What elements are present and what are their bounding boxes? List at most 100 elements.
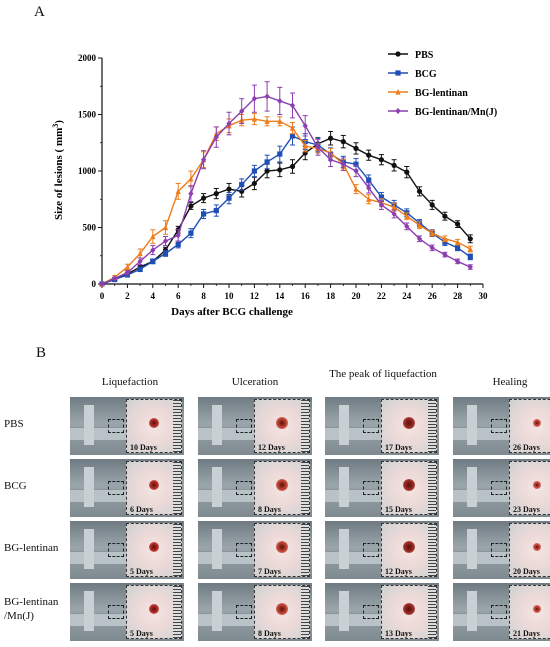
data-point xyxy=(213,207,219,214)
data-point xyxy=(395,51,401,57)
lesion-photo: 7 Days xyxy=(198,521,312,579)
data-point xyxy=(162,237,169,245)
data-point xyxy=(302,122,308,129)
data-point xyxy=(442,251,448,258)
data-point xyxy=(353,185,359,192)
ruler-scale xyxy=(301,462,309,514)
caliper-jaw xyxy=(339,467,349,507)
row-label-pbs: PBS xyxy=(4,418,24,430)
data-point xyxy=(467,263,473,271)
data-point xyxy=(264,118,270,124)
panel-label-a: A xyxy=(34,4,45,20)
caliper-jaw xyxy=(84,405,94,445)
lesion-locator-box xyxy=(491,605,507,619)
series-line xyxy=(101,95,471,285)
lesion-photo: 17 Days xyxy=(325,397,439,455)
lesion-photo: 8 Days xyxy=(198,583,312,641)
lesion-photo: 12 Days xyxy=(325,521,439,579)
data-point xyxy=(404,223,410,230)
data-point xyxy=(395,107,401,115)
caliper-jaw xyxy=(339,591,349,631)
column-header-ulceration: Ulceration xyxy=(231,376,279,388)
series-line xyxy=(101,137,471,285)
x-tick-label: 22 xyxy=(377,291,387,301)
data-point xyxy=(429,244,435,251)
lesion-photo: 6 Days xyxy=(70,459,184,517)
lesion-photo: 23 Days xyxy=(453,459,550,517)
data-point xyxy=(201,211,207,217)
day-label: 13 Days xyxy=(385,629,412,638)
data-point xyxy=(467,254,473,260)
legend-entry: BG-lentinan/Mn(J) xyxy=(388,107,497,118)
data-point xyxy=(378,194,384,200)
data-point xyxy=(201,195,207,201)
x-tick-label: 12 xyxy=(250,291,260,301)
x-tick-label: 24 xyxy=(402,291,412,301)
lesion-photo: 12 Days xyxy=(198,397,312,455)
lesion-spot xyxy=(403,541,415,554)
data-point xyxy=(395,88,401,95)
panel-label-b: B xyxy=(36,345,47,361)
ruler-scale xyxy=(173,586,181,638)
ruler-scale xyxy=(428,586,436,638)
x-tick-label: 2 xyxy=(125,291,130,301)
data-point xyxy=(137,266,143,272)
lesion-locator-box xyxy=(491,419,507,433)
lesion-locator-box xyxy=(236,543,252,557)
x-tick-label: 30 xyxy=(479,291,489,301)
data-point xyxy=(353,145,359,151)
data-point xyxy=(315,144,321,151)
ruler-scale xyxy=(173,524,181,576)
series-line xyxy=(101,118,471,285)
legend-label: BG-lentinan/Mn(J) xyxy=(415,107,497,118)
lesion-zoom-inset xyxy=(381,523,437,577)
lesion-zoom-inset xyxy=(509,399,550,453)
data-point xyxy=(378,157,384,163)
data-point xyxy=(442,235,448,242)
lesion-spot xyxy=(276,541,288,554)
data-point xyxy=(366,152,372,158)
day-label: 17 Days xyxy=(385,443,412,452)
ruler-scale xyxy=(301,586,309,638)
day-label: 5 Days xyxy=(130,629,153,638)
lesion-spot xyxy=(403,479,415,492)
day-label: 12 Days xyxy=(258,443,285,452)
caliper-jaw xyxy=(467,591,477,631)
lesion-zoom-inset xyxy=(381,399,437,453)
day-label: 6 Days xyxy=(130,505,153,514)
data-point xyxy=(277,167,283,173)
data-point xyxy=(416,188,423,194)
data-point xyxy=(289,163,296,170)
data-point xyxy=(264,93,270,100)
data-point xyxy=(416,222,423,228)
lesion-spot xyxy=(403,603,415,616)
x-tick-label: 0 xyxy=(100,291,105,301)
data-point xyxy=(251,180,257,187)
day-label: 12 Days xyxy=(385,567,412,576)
data-point xyxy=(391,204,397,210)
y-tick-label: 0 xyxy=(92,279,97,289)
day-label: 26 Days xyxy=(513,443,540,452)
data-point xyxy=(429,202,435,208)
data-point xyxy=(277,118,283,124)
caliper-jaw xyxy=(467,529,477,569)
data-point xyxy=(289,102,296,109)
y-axis-label-sup: 3 xyxy=(51,124,60,128)
lesion-photo: 10 Days xyxy=(70,397,184,455)
data-point xyxy=(467,236,473,242)
caliper-jaw xyxy=(467,467,477,507)
data-point xyxy=(162,250,169,257)
lesion-zoom-inset xyxy=(126,461,182,515)
lesion-spot xyxy=(149,604,159,615)
data-point xyxy=(366,177,372,183)
caliper-jaw xyxy=(84,529,94,569)
data-point xyxy=(442,213,448,219)
lesion-photo: 26 Days xyxy=(453,397,550,455)
lesion-spot xyxy=(276,603,288,616)
lesion-zoom-inset xyxy=(126,585,182,639)
series-bg-lentinan xyxy=(99,112,473,287)
lesion-spot xyxy=(533,605,541,614)
caliper-jaw xyxy=(212,529,222,569)
lesion-spot xyxy=(533,481,541,490)
data-point xyxy=(213,191,219,197)
